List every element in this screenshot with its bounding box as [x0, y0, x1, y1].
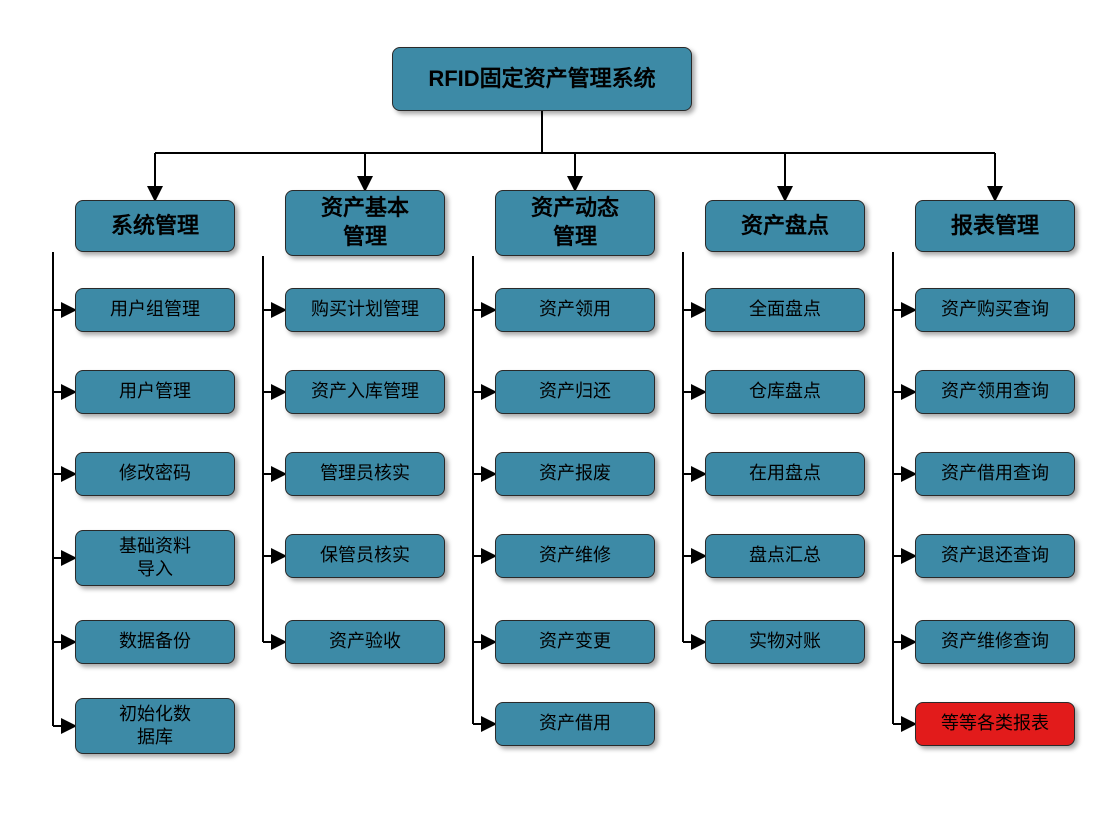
leaf-report-4: 资产维修查询 [915, 620, 1075, 664]
leaf-basic-4: 资产验收 [285, 620, 445, 664]
leaf-inventory-1: 仓库盘点 [705, 370, 865, 414]
leaf-dynamic-4: 资产变更 [495, 620, 655, 664]
leaf-report-0: 资产购买查询 [915, 288, 1075, 332]
leaf-inventory-2: 在用盘点 [705, 452, 865, 496]
category-inventory: 资产盘点 [705, 200, 865, 252]
leaf-basic-1: 资产入库管理 [285, 370, 445, 414]
leaf-sys-2: 修改密码 [75, 452, 235, 496]
leaf-inventory-3: 盘点汇总 [705, 534, 865, 578]
leaf-dynamic-0: 资产领用 [495, 288, 655, 332]
leaf-inventory-4: 实物对账 [705, 620, 865, 664]
leaf-sys-1: 用户管理 [75, 370, 235, 414]
leaf-dynamic-5: 资产借用 [495, 702, 655, 746]
leaf-dynamic-2: 资产报废 [495, 452, 655, 496]
leaf-dynamic-3: 资产维修 [495, 534, 655, 578]
leaf-sys-4: 数据备份 [75, 620, 235, 664]
leaf-basic-0: 购买计划管理 [285, 288, 445, 332]
leaf-sys-0: 用户组管理 [75, 288, 235, 332]
leaf-dynamic-1: 资产归还 [495, 370, 655, 414]
leaf-sys-3: 基础资料 导入 [75, 530, 235, 586]
leaf-report-2: 资产借用查询 [915, 452, 1075, 496]
root-node: RFID固定资产管理系统 [392, 47, 692, 111]
category-sys: 系统管理 [75, 200, 235, 252]
category-basic: 资产基本 管理 [285, 190, 445, 256]
leaf-inventory-0: 全面盘点 [705, 288, 865, 332]
leaf-report-5: 等等各类报表 [915, 702, 1075, 746]
leaf-sys-5: 初始化数 据库 [75, 698, 235, 754]
leaf-report-3: 资产退还查询 [915, 534, 1075, 578]
leaf-basic-2: 管理员核实 [285, 452, 445, 496]
category-dynamic: 资产动态 管理 [495, 190, 655, 256]
leaf-report-1: 资产领用查询 [915, 370, 1075, 414]
leaf-basic-3: 保管员核实 [285, 534, 445, 578]
category-report: 报表管理 [915, 200, 1075, 252]
